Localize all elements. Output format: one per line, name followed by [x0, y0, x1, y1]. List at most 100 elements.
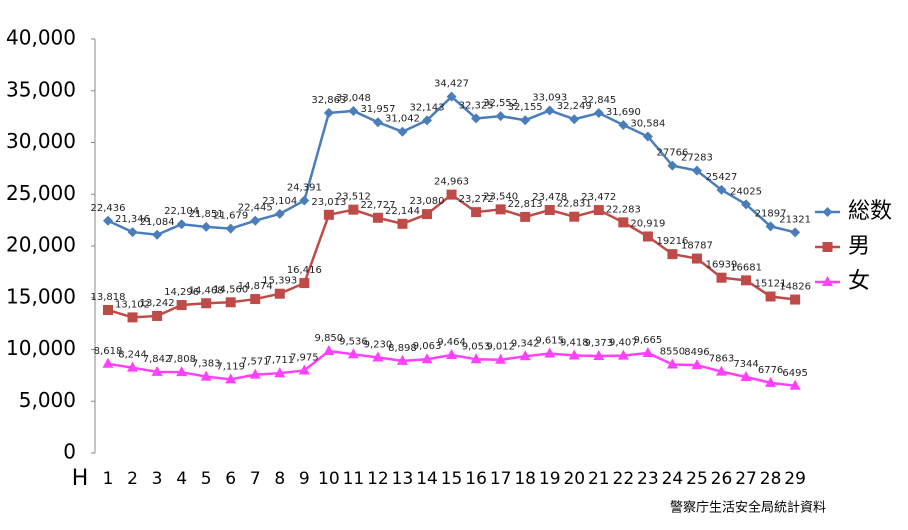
x-tick-label: 4	[176, 469, 187, 489]
point	[569, 114, 580, 125]
point	[176, 300, 187, 311]
point	[691, 165, 702, 176]
data-label: 8496	[684, 347, 709, 358]
data-label: 14826	[779, 282, 811, 293]
x-tick-label: 7	[250, 469, 261, 489]
y-tick-label: 20,000	[6, 233, 76, 257]
data-label: 6776	[758, 365, 783, 376]
point	[617, 349, 629, 360]
data-label: 27766	[657, 148, 689, 159]
point	[716, 184, 727, 195]
y-tick-label: 10,000	[6, 336, 76, 360]
x-tick-label: 3	[152, 469, 163, 489]
data-label: 24,963	[434, 177, 469, 188]
point	[544, 347, 556, 358]
legend-marker	[822, 242, 833, 252]
point	[323, 345, 335, 356]
point	[741, 199, 752, 210]
data-label: 23,104	[262, 196, 297, 207]
data-label: 22,445	[238, 203, 273, 214]
point	[127, 312, 138, 323]
data-label: 8550	[660, 347, 685, 358]
data-label: 21321	[779, 214, 811, 225]
y-tick-label: 40,000	[6, 26, 76, 50]
x-tick-label: 9	[299, 469, 310, 489]
data-label: 23,013	[311, 197, 346, 208]
data-label: 21,679	[213, 211, 248, 222]
data-label: 7,975	[290, 352, 319, 363]
x-tick-label: 28	[760, 469, 782, 489]
point	[544, 105, 555, 116]
point	[347, 348, 359, 359]
x-tick-label: 12	[367, 469, 389, 489]
data-label: 16681	[730, 262, 762, 273]
data-label: 7344	[733, 359, 758, 370]
data-label: 9,418	[560, 338, 589, 349]
data-label: 9,063	[413, 341, 442, 352]
x-tick-label: 29	[784, 469, 806, 489]
point	[127, 361, 139, 372]
point	[299, 195, 310, 206]
data-label: 32,845	[581, 95, 616, 106]
point	[471, 207, 482, 218]
x-tick-label: 1	[103, 469, 114, 489]
data-label: 9,407	[609, 338, 638, 349]
point	[323, 209, 334, 220]
point	[422, 209, 433, 220]
data-label: 7,383	[192, 359, 221, 370]
x-tick-label: 11	[343, 469, 365, 489]
x-tick-label: 21	[588, 469, 610, 489]
data-label: 9,373	[584, 338, 613, 349]
data-label: 32,325	[459, 100, 494, 111]
point	[298, 364, 310, 375]
data-label: 27283	[681, 153, 713, 164]
y-tick-label: 15,000	[6, 284, 76, 308]
data-label: 32,155	[508, 102, 543, 113]
data-label: 32,863	[311, 95, 346, 106]
data-label: 9,464	[437, 337, 466, 348]
point	[520, 211, 531, 222]
x-tick-label: 27	[735, 469, 757, 489]
data-label: 22,813	[508, 199, 543, 210]
point	[421, 353, 433, 364]
data-label: 31,042	[385, 114, 420, 125]
point	[716, 272, 727, 283]
data-label: 9,053	[462, 341, 491, 352]
point	[274, 208, 285, 219]
data-label: 7,119	[216, 361, 245, 372]
point	[274, 367, 286, 378]
point	[520, 115, 531, 126]
x-tick-label: 19	[539, 469, 561, 489]
point	[446, 349, 458, 360]
point	[201, 298, 212, 309]
x-tick-label: 23	[637, 469, 659, 489]
y-tick-label: 35,000	[6, 77, 76, 101]
data-label: 15121	[755, 278, 787, 289]
point	[201, 221, 212, 232]
data-label: 8,898	[388, 343, 417, 354]
point	[568, 349, 580, 360]
x-tick-label: 18	[514, 469, 536, 489]
x-tick-label: 2	[127, 469, 138, 489]
point	[667, 160, 678, 171]
data-label: 31,957	[360, 104, 395, 115]
point	[691, 253, 702, 264]
x-tick-label: 25	[686, 469, 708, 489]
data-label: 6495	[782, 368, 807, 379]
point	[666, 358, 678, 369]
data-label: 7863	[709, 354, 734, 365]
data-label: 7,842	[143, 354, 172, 365]
data-label: 33,048	[336, 93, 371, 104]
data-label: 21,851	[189, 209, 224, 220]
data-label: 16,416	[287, 265, 322, 276]
point	[372, 117, 383, 128]
data-label: 9,012	[486, 342, 515, 353]
x-axis-label: H	[72, 466, 89, 491]
x-tick-label: 6	[225, 469, 236, 489]
data-label: 9,850	[315, 333, 344, 344]
point	[372, 351, 384, 362]
data-label: 21,084	[140, 217, 175, 228]
data-label: 23,540	[483, 191, 518, 202]
point	[200, 370, 212, 381]
